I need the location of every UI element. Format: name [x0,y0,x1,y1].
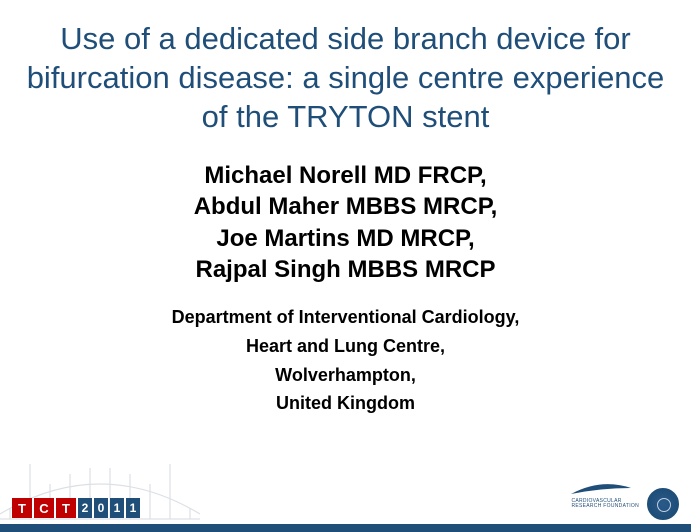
affiliation-block: Department of Interventional Cardiology,… [172,303,520,418]
presentation-slide: Use of a dedicated side branch device fo… [0,0,691,532]
affiliation-line: Wolverhampton, [172,361,520,390]
tct-letter: C [34,498,54,518]
tct-logo: T C T 2 0 1 1 [12,498,140,518]
tct-letter: T [12,498,32,518]
year-digit: 0 [94,498,108,518]
year-digit: 2 [78,498,92,518]
author-line: Abdul Maher MBBS MRCP, [194,191,498,222]
author-line: Michael Norell MD FRCP, [194,160,498,191]
affiliation-line: United Kingdom [172,389,520,418]
footer-right-logos: CARDIOVASCULAR RESEARCH FOUNDATION [571,488,679,520]
crf-line: RESEARCH FOUNDATION [571,504,639,510]
author-line: Joe Martins MD MRCP, [194,223,498,254]
seal-logo-icon [647,488,679,520]
slide-footer: T C T 2 0 1 1 CARDIOVASCULAR RESEARCH FO… [0,490,691,532]
slide-title: Use of a dedicated side branch device fo… [26,20,666,136]
year-digit: 1 [110,498,124,518]
authors-block: Michael Norell MD FRCP, Abdul Maher MBBS… [194,160,498,285]
tct-letter: T [56,498,76,518]
affiliation-line: Department of Interventional Cardiology, [172,303,520,332]
crf-foundation-text: CARDIOVASCULAR RESEARCH FOUNDATION [571,499,639,510]
year-digit: 1 [126,498,140,518]
footer-bar [0,524,691,532]
affiliation-line: Heart and Lung Centre, [172,332,520,361]
author-line: Rajpal Singh MBBS MRCP [194,254,498,285]
